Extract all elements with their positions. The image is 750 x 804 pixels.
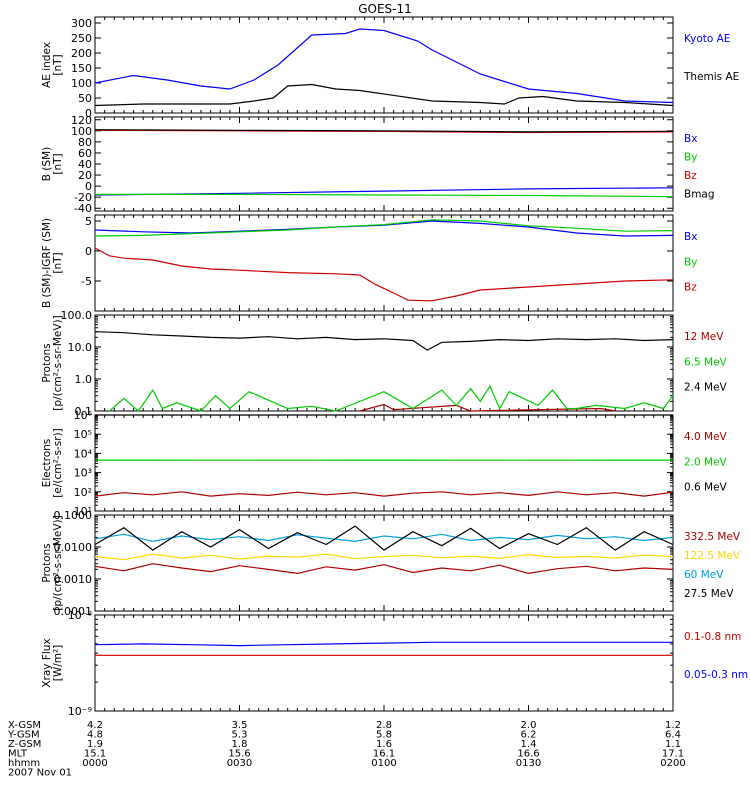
y-tick-label: 10.0 [68, 341, 93, 354]
y-tick-label: -20 [74, 191, 92, 204]
y-axis-label: [p/(cm²-s-sr-MeV)] [52, 515, 64, 610]
y-axis-label: [nT] [52, 153, 64, 174]
x-axis-row-value: 0100 [371, 758, 396, 769]
legend-label: By [684, 152, 697, 164]
y-tick-label: 300 [71, 17, 92, 30]
y-tick-label: -5 [81, 275, 92, 288]
x-axis-row-value: 0200 [660, 758, 685, 769]
x-axis-row-value: 0130 [516, 758, 541, 769]
y-tick-label: 150 [71, 62, 92, 75]
legend-label: Bx [684, 133, 697, 145]
y-tick-label: 1.0 [75, 373, 93, 386]
legend-label: 0.1-0.8 nm [684, 631, 741, 643]
legend-label: Bz [684, 170, 697, 182]
y-tick-label: 100.0 [61, 309, 93, 322]
y-axis-label: [W/m²] [52, 645, 64, 682]
x-axis-row-value: 0030 [227, 758, 252, 769]
legend-label: 12 MeV [684, 331, 724, 343]
y-tick-label: 10² [74, 486, 92, 499]
y-tick-label: 60 [78, 147, 92, 160]
y-tick-label: 10³ [74, 467, 92, 480]
legend-label: Themis AE [683, 71, 739, 83]
y-tick-label: 5 [85, 215, 92, 228]
y-tick-label: 10⁶ [74, 409, 93, 422]
legend-label: 122.5 MeV [684, 550, 741, 562]
legend-label: 2.4 MeV [684, 382, 728, 394]
chart-title: GOES-11 [358, 2, 412, 16]
x-axis-row-value: 0000 [82, 758, 107, 769]
y-tick-label: 0 [85, 245, 92, 258]
legend-label: 6.5 MeV [684, 356, 728, 368]
y-axis-label: [e/(cm²-s-sr)] [52, 428, 64, 497]
y-tick-label: 0 [85, 180, 92, 193]
legend-label: Kyoto AE [684, 33, 730, 45]
y-tick-label: 10⁻⁸ [68, 609, 93, 622]
y-tick-label: 120 [71, 114, 92, 127]
y-tick-label: 100 [71, 77, 92, 90]
y-tick-label: 200 [71, 47, 92, 60]
y-tick-label: 100 [71, 125, 92, 138]
y-axis-label: [nT] [52, 54, 64, 75]
legend-label: Bmag [684, 189, 715, 201]
y-tick-label: 10⁻⁹ [68, 705, 92, 718]
legend-label: 4.0 MeV [684, 431, 728, 443]
x-axis-date: 2007 Nov 01 [8, 768, 72, 779]
legend-label: 332.5 MeV [684, 531, 741, 543]
y-tick-label: 250 [71, 32, 92, 45]
legend-label: 0.6 MeV [684, 482, 728, 494]
legend-label: 60 MeV [684, 569, 724, 581]
legend-label: 2.0 MeV [684, 456, 728, 468]
legend-label: Bz [684, 282, 697, 294]
legend-label: 0.05-0.3 nm [684, 669, 748, 681]
y-tick-label: 20 [78, 169, 92, 182]
y-tick-label: 50 [78, 92, 92, 105]
y-tick-label: 10⁴ [74, 447, 93, 460]
y-axis-label: [p/(cm²-s-sr-MeV)] [52, 315, 64, 410]
y-axis-label: [nT] [52, 252, 64, 273]
legend-label: By [684, 256, 697, 268]
legend-label: 27.5 MeV [684, 588, 734, 600]
y-tick-label: 80 [78, 136, 92, 149]
legend-label: Bx [684, 231, 697, 243]
y-tick-label: 10⁵ [74, 428, 92, 441]
